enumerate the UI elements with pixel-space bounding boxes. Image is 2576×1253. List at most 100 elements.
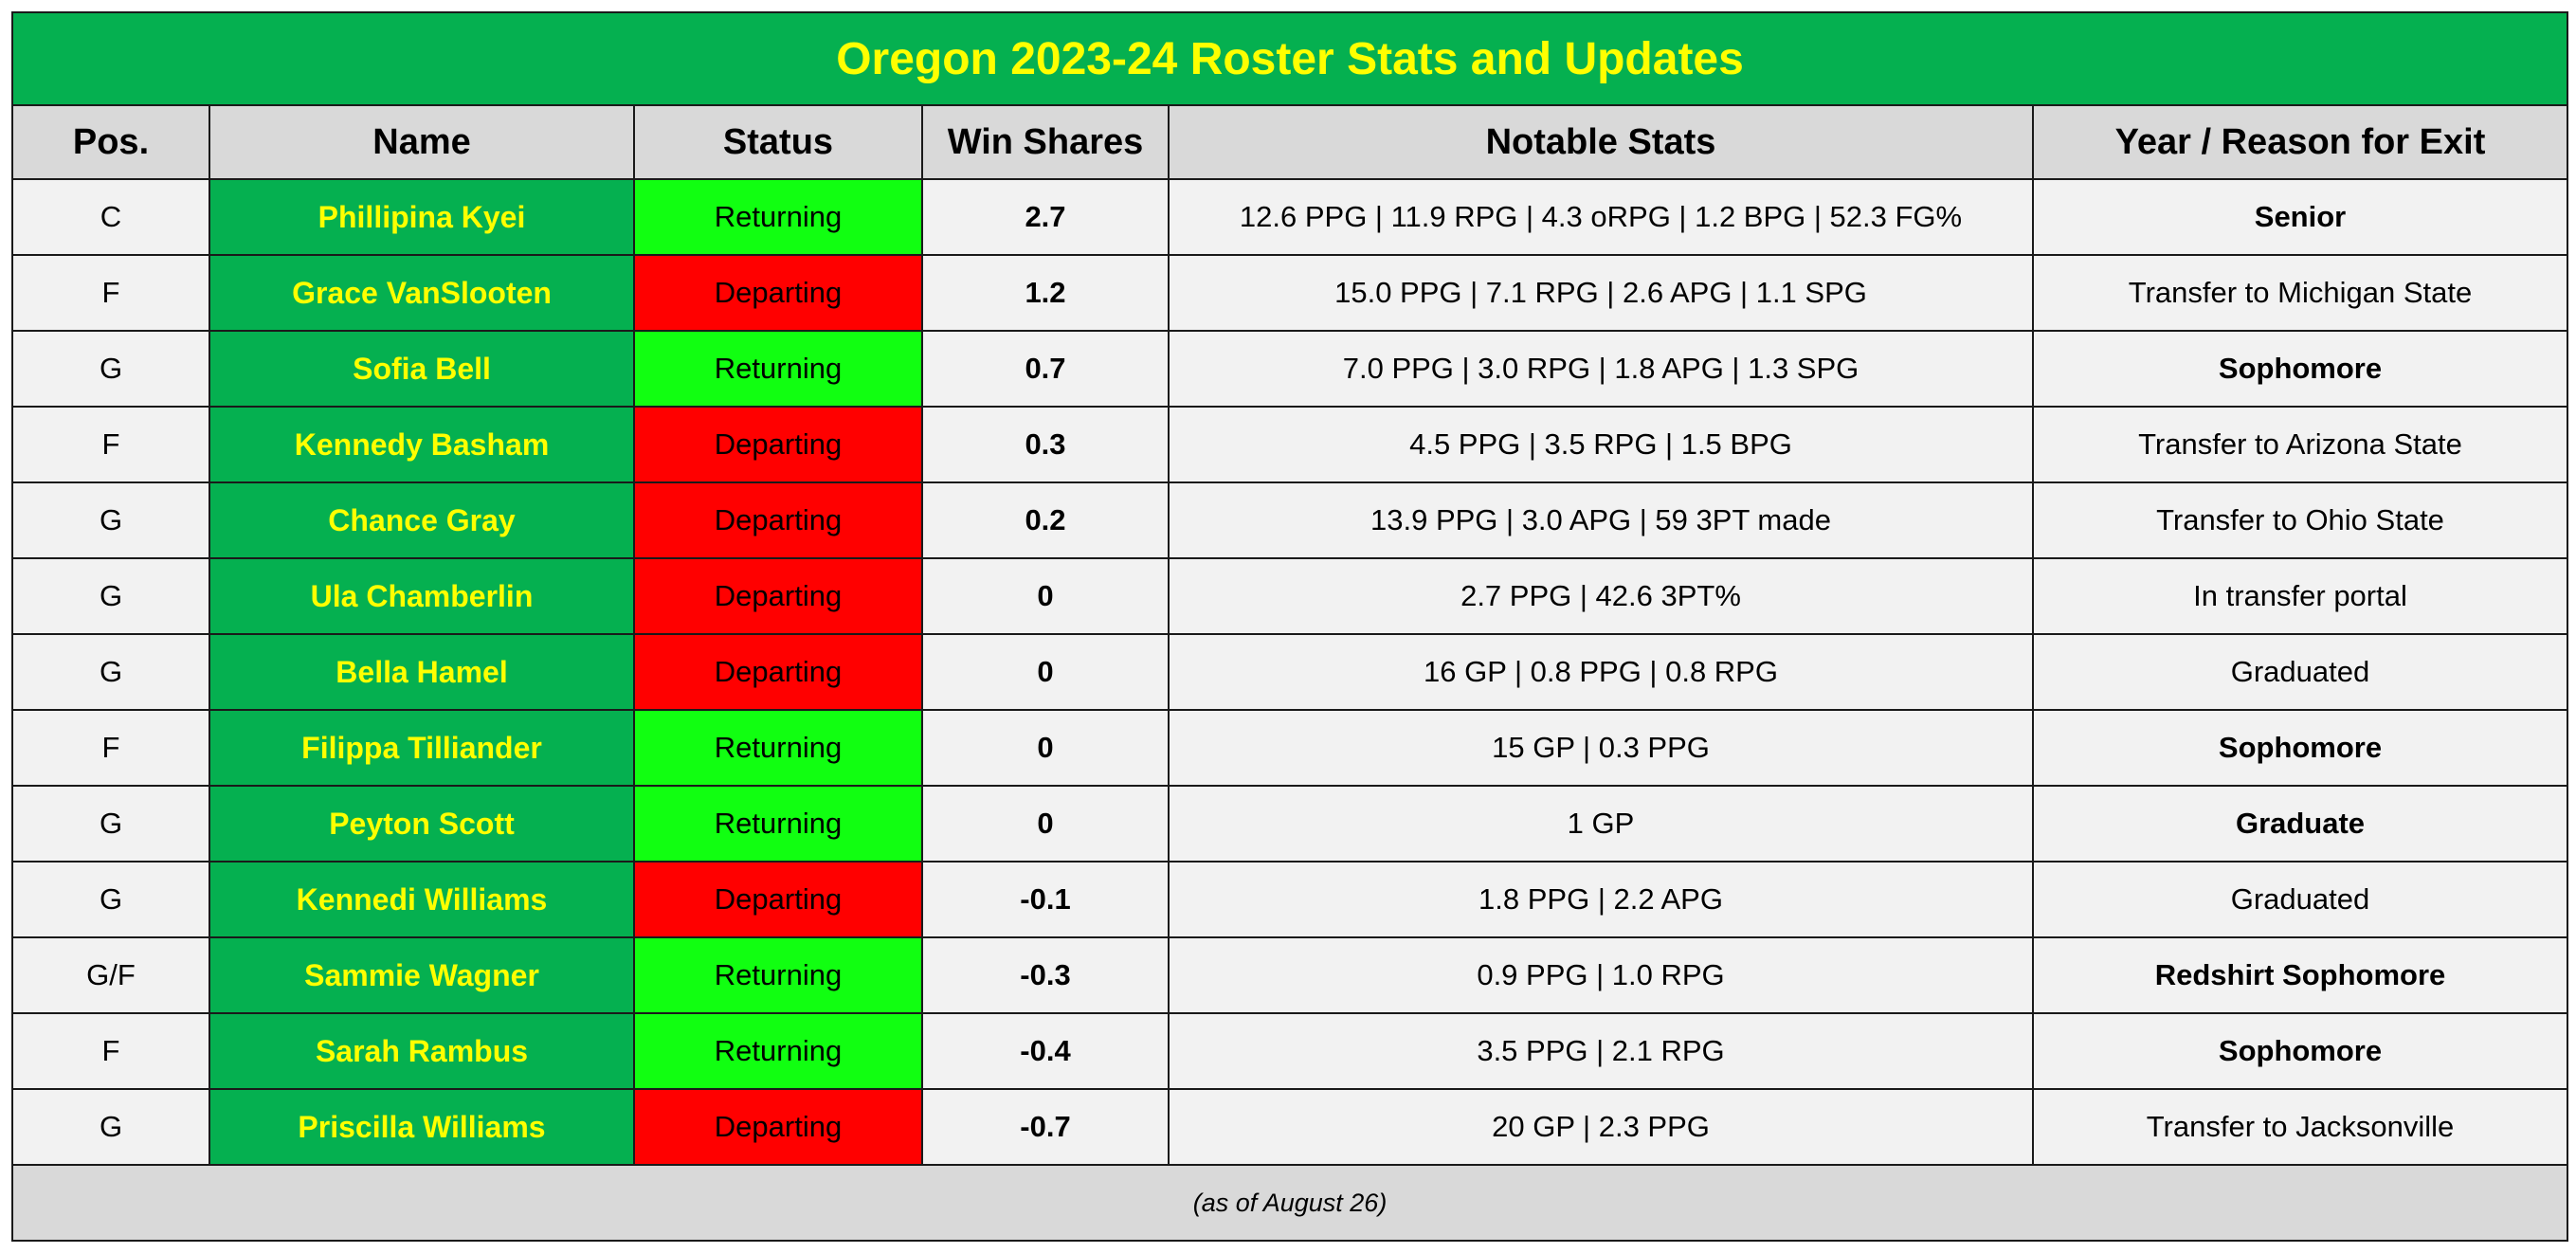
notable-stats-cell: 16 GP | 0.8 PPG | 0.8 RPG: [1168, 633, 2034, 711]
position-cell: G: [11, 481, 210, 559]
exit-reason-cell: Sophomore: [2031, 330, 2569, 408]
win-shares-cell: 0: [921, 785, 1170, 863]
status-cell: Departing: [633, 1088, 923, 1166]
position-cell: G/F: [11, 936, 210, 1014]
exit-reason-cell: In transfer portal: [2031, 557, 2569, 635]
column-header-status: Status: [633, 104, 923, 180]
notable-stats-cell: 1 GP: [1168, 785, 2034, 863]
player-name-cell: Priscilla Williams: [209, 1088, 635, 1166]
status-cell: Departing: [633, 481, 923, 559]
notable-stats-cell: 15 GP | 0.3 PPG: [1168, 709, 2034, 787]
status-cell: Departing: [633, 861, 923, 938]
exit-reason-cell: Transfer to Arizona State: [2031, 406, 2569, 483]
win-shares-cell: -0.7: [921, 1088, 1170, 1166]
table-row: G/F Sammie Wagner Returning -0.3 0.9 PPG | 1…: [11, 936, 2569, 1014]
position-cell: G: [11, 330, 210, 408]
status-cell: Departing: [633, 406, 923, 483]
win-shares-cell: -0.3: [921, 936, 1170, 1014]
roster-body: C Phillipina Kyei Returning 2.7 12.6 PPG | 1…: [11, 178, 2569, 1166]
table-row: G Bella Hamel Departing 0 16 GP | 0.8 PPG | …: [11, 633, 2569, 711]
win-shares-cell: 0: [921, 633, 1170, 711]
player-name-cell: Chance Gray: [209, 481, 635, 559]
position-cell: G: [11, 633, 210, 711]
position-cell: F: [11, 406, 210, 483]
position-cell: F: [11, 254, 210, 332]
player-name-cell: Filippa Tilliander: [209, 709, 635, 787]
status-cell: Returning: [633, 178, 923, 256]
player-name-cell: Bella Hamel: [209, 633, 635, 711]
notable-stats-cell: 0.9 PPG | 1.0 RPG: [1168, 936, 2034, 1014]
player-name-cell: Kennedi Williams: [209, 861, 635, 938]
table-row: G Kennedi Williams Departing -0.1 1.8 PPG | …: [11, 861, 2569, 938]
exit-reason-cell: Graduated: [2031, 861, 2569, 938]
player-name-cell: Sammie Wagner: [209, 936, 635, 1014]
table-row: G Sofia Bell Returning 0.7 7.0 PPG | 3.0 RPG…: [11, 330, 2569, 408]
position-cell: G: [11, 861, 210, 938]
notable-stats-cell: 2.7 PPG | 42.6 3PT%: [1168, 557, 2034, 635]
status-cell: Returning: [633, 330, 923, 408]
exit-reason-cell: Transfer to Jacksonville: [2031, 1088, 2569, 1166]
table-row: F Filippa Tilliander Returning 0 15 GP | 0.3…: [11, 709, 2569, 787]
status-cell: Returning: [633, 936, 923, 1014]
player-name-cell: Sofia Bell: [209, 330, 635, 408]
win-shares-cell: 0.3: [921, 406, 1170, 483]
exit-reason-cell: Sophomore: [2031, 1012, 2569, 1090]
notable-stats-cell: 1.8 PPG | 2.2 APG: [1168, 861, 2034, 938]
column-header-win-shares: Win Shares: [921, 104, 1170, 180]
status-cell: Departing: [633, 254, 923, 332]
status-cell: Departing: [633, 633, 923, 711]
position-cell: G: [11, 557, 210, 635]
player-name-cell: Sarah Rambus: [209, 1012, 635, 1090]
exit-reason-cell: Transfer to Ohio State: [2031, 481, 2569, 559]
roster-table-container: Oregon 2023-24 Roster Stats and Updates …: [10, 11, 2569, 1242]
column-header-exit: Year / Reason for Exit: [2031, 104, 2569, 180]
notable-stats-cell: 13.9 PPG | 3.0 APG | 59 3PT made: [1168, 481, 2034, 559]
column-header-notable-stats: Notable Stats: [1168, 104, 2034, 180]
player-name-cell: Peyton Scott: [209, 785, 635, 863]
table-row: G Peyton Scott Returning 0 1 GP Graduate: [11, 785, 2569, 863]
player-name-cell: Ula Chamberlin: [209, 557, 635, 635]
win-shares-cell: -0.4: [921, 1012, 1170, 1090]
exit-reason-cell: Transfer to Michigan State: [2031, 254, 2569, 332]
footer-note: (as of August 26): [10, 1164, 2569, 1242]
table-row: G Chance Gray Departing 0.2 13.9 PPG | 3.0 A…: [11, 481, 2569, 559]
notable-stats-cell: 7.0 PPG | 3.0 RPG | 1.8 APG | 1.3 SPG: [1168, 330, 2034, 408]
status-cell: Returning: [633, 785, 923, 863]
table-title: Oregon 2023-24 Roster Stats and Updates: [10, 11, 2569, 106]
player-name-cell: Phillipina Kyei: [209, 178, 635, 256]
win-shares-cell: 1.2: [921, 254, 1170, 332]
position-cell: F: [11, 1012, 210, 1090]
table-row: F Kennedy Basham Departing 0.3 4.5 PPG | 3.5…: [11, 406, 2569, 483]
header-row: Pos. Name Status Win Shares Notable Stat…: [11, 104, 2569, 180]
column-header-pos: Pos.: [11, 104, 210, 180]
table-row: G Priscilla Williams Departing -0.7 20 GP | …: [11, 1088, 2569, 1166]
notable-stats-cell: 4.5 PPG | 3.5 RPG | 1.5 BPG: [1168, 406, 2034, 483]
player-name-cell: Grace VanSlooten: [209, 254, 635, 332]
exit-reason-cell: Graduate: [2031, 785, 2569, 863]
win-shares-cell: 0: [921, 709, 1170, 787]
position-cell: G: [11, 785, 210, 863]
status-cell: Returning: [633, 709, 923, 787]
status-cell: Returning: [633, 1012, 923, 1090]
position-cell: C: [11, 178, 210, 256]
notable-stats-cell: 12.6 PPG | 11.9 RPG | 4.3 oRPG | 1.2 BPG…: [1168, 178, 2034, 256]
table-row: F Grace VanSlooten Departing 1.2 15.0 PPG | …: [11, 254, 2569, 332]
position-cell: F: [11, 709, 210, 787]
roster-table: Oregon 2023-24 Roster Stats and Updates …: [10, 11, 2569, 1242]
table-row: G Ula Chamberlin Departing 0 2.7 PPG | 42.6 …: [11, 557, 2569, 635]
win-shares-cell: 0: [921, 557, 1170, 635]
exit-reason-cell: Sophomore: [2031, 709, 2569, 787]
column-header-name: Name: [209, 104, 635, 180]
notable-stats-cell: 15.0 PPG | 7.1 RPG | 2.6 APG | 1.1 SPG: [1168, 254, 2034, 332]
notable-stats-cell: 3.5 PPG | 2.1 RPG: [1168, 1012, 2034, 1090]
position-cell: G: [11, 1088, 210, 1166]
exit-reason-cell: Senior: [2031, 178, 2569, 256]
win-shares-cell: -0.1: [921, 861, 1170, 938]
player-name-cell: Kennedy Basham: [209, 406, 635, 483]
exit-reason-cell: Redshirt Sophomore: [2031, 936, 2569, 1014]
status-cell: Departing: [633, 557, 923, 635]
win-shares-cell: 0.2: [921, 481, 1170, 559]
win-shares-cell: 0.7: [921, 330, 1170, 408]
win-shares-cell: 2.7: [921, 178, 1170, 256]
notable-stats-cell: 20 GP | 2.3 PPG: [1168, 1088, 2034, 1166]
